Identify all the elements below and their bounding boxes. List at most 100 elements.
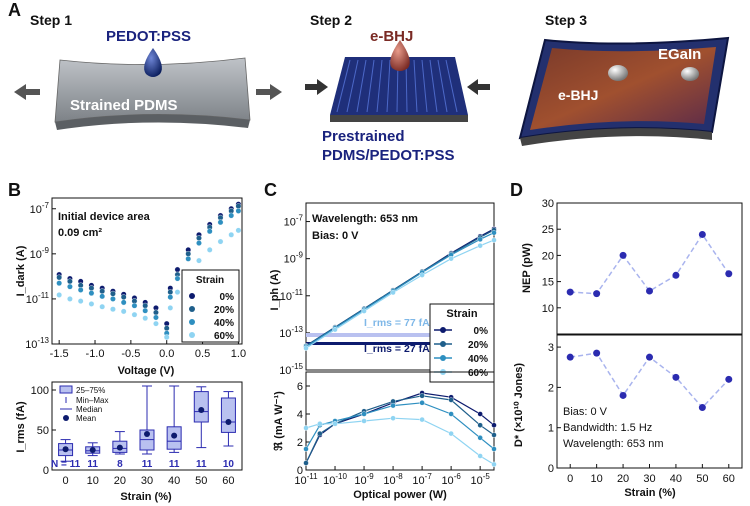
legend-label: 40% <box>468 354 488 365</box>
data-point <box>477 242 483 249</box>
legend-label: 20% <box>468 340 488 351</box>
data-point <box>361 411 367 417</box>
arrow-right-icon <box>256 84 282 100</box>
panel-label-d: D <box>510 180 523 200</box>
x-tick-label: 10-8 <box>383 472 403 487</box>
data-point <box>110 290 116 297</box>
data-point <box>120 294 127 301</box>
data-point <box>196 240 202 246</box>
arrow-left-icon <box>14 84 40 100</box>
data-point <box>174 289 181 296</box>
legend-label: Mean <box>76 414 96 423</box>
data-point <box>120 299 127 306</box>
x-tick-label: 10-5 <box>470 472 490 487</box>
y-tick-label: 10-15 <box>279 362 303 377</box>
x-tick-label: 60 <box>723 473 735 485</box>
label-ebhj-drop: e-BHJ <box>370 28 414 45</box>
data-point <box>672 373 680 381</box>
box-mean <box>171 432 178 439</box>
x-axis-label: Optical power (W) <box>353 489 447 501</box>
legend-label: Median <box>76 405 102 414</box>
data-point <box>566 353 574 361</box>
plot-frame-c-bottom <box>305 371 495 471</box>
legend-label: 20% <box>214 305 234 316</box>
data-point <box>217 238 224 245</box>
y-tick-label: 10-9 <box>284 251 304 266</box>
data-point <box>390 402 396 409</box>
legend-marker <box>440 327 446 333</box>
data-point <box>491 461 497 468</box>
n-label: 11 <box>169 459 180 470</box>
x-tick-label: 20 <box>114 475 126 487</box>
data-point <box>228 212 235 219</box>
y-tick-label: 30 <box>542 198 554 210</box>
box-mean <box>89 447 96 453</box>
data-point <box>593 290 601 298</box>
x-tick-label: 20 <box>617 473 629 485</box>
data-point <box>477 453 483 459</box>
series-line <box>305 229 495 347</box>
data-point <box>303 446 309 452</box>
data-point <box>491 230 497 236</box>
legend-marker <box>189 306 195 312</box>
data-point <box>56 274 63 281</box>
step3-title: Step 3 <box>545 12 588 28</box>
x-tick-label: 10-11 <box>294 472 318 487</box>
label-egain: EGaIn <box>658 46 702 63</box>
n-label: 8 <box>117 459 123 470</box>
legend-box-icon <box>59 385 73 394</box>
data-point <box>448 430 454 437</box>
legend-marker <box>440 341 446 347</box>
x-tick-label: 60 <box>222 475 234 487</box>
data-point <box>698 230 706 238</box>
y-tick-label: 10 <box>542 303 554 315</box>
y-tick-label: 3 <box>548 342 554 354</box>
legend-marker <box>440 355 446 361</box>
data-point <box>725 270 733 278</box>
x-axis-label: Strain (%) <box>120 491 172 503</box>
y-axis-label: ℜ (mA W⁻¹) <box>273 391 285 451</box>
legend-marker <box>189 319 195 325</box>
data-point <box>317 430 323 437</box>
data-point <box>88 301 95 307</box>
data-point <box>206 246 213 253</box>
step2-title: Step 2 <box>310 12 353 28</box>
n-label: 11 <box>196 459 207 470</box>
data-point <box>491 422 497 428</box>
data-point <box>619 391 627 399</box>
x-tick-label: -1.5 <box>50 348 69 360</box>
y-tick-label: 100 <box>31 385 49 397</box>
y-tick-label: 10-9 <box>30 246 50 261</box>
x-tick-label: 10-7 <box>412 472 432 487</box>
data-point <box>167 289 174 296</box>
data-point <box>332 326 338 333</box>
y-tick-label: 0 <box>43 465 49 477</box>
box-iqr <box>193 391 209 423</box>
data-point <box>477 422 483 428</box>
data-point <box>110 296 116 302</box>
y-tick-label: 10-13 <box>279 325 303 340</box>
data-point <box>390 415 396 421</box>
y-tick-label: 10-11 <box>26 291 50 306</box>
data-point <box>185 255 192 262</box>
series-line <box>305 392 495 464</box>
legend-label: 60% <box>214 331 234 342</box>
data-point <box>303 460 309 466</box>
data-point <box>217 219 224 226</box>
data-point <box>491 432 497 438</box>
annotation-area-value: 0.09 cm² <box>58 227 102 239</box>
data-point <box>672 271 680 279</box>
annotation-bias: Bias: 0 V <box>312 230 359 242</box>
y-axis-label: NEP (pW) <box>521 243 533 293</box>
y-tick-label: 10-11 <box>280 288 304 303</box>
data-point <box>131 311 138 318</box>
data-point <box>185 250 192 257</box>
data-point <box>332 421 338 427</box>
data-point <box>153 309 159 316</box>
x-tick-label: -0.5 <box>121 348 140 360</box>
egain-droplet <box>681 67 699 81</box>
drop-pedot <box>144 48 162 77</box>
x-tick-label: 0 <box>63 475 69 487</box>
y-tick-label: 50 <box>37 425 49 437</box>
